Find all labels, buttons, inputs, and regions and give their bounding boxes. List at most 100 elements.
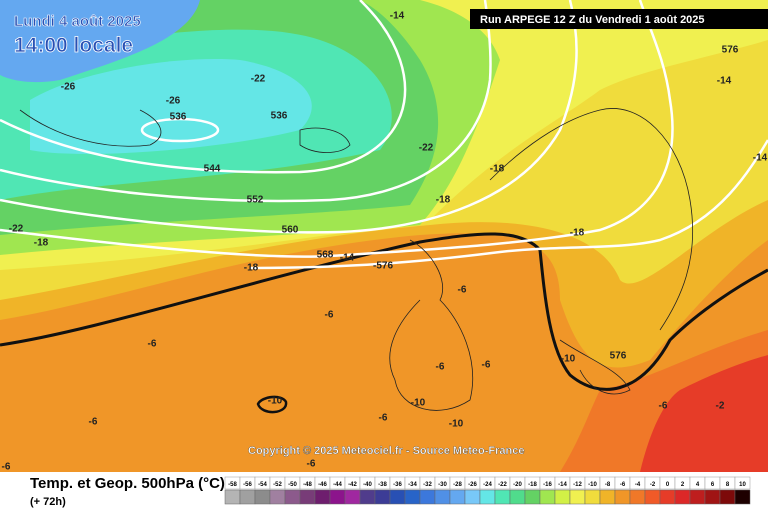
map-label: -18 [244, 263, 259, 274]
map-label: -6 [148, 339, 157, 350]
legend-swatch [629, 489, 646, 505]
legend-label: 10 [739, 482, 746, 488]
legend-label: -56 [243, 482, 252, 488]
legend-swatch [614, 489, 631, 505]
color-legend: -58 -56 -54 -52 -50 -48 -46 -44 -42 -40 -38 -36 -34-… [224, 476, 751, 505]
map-label: -22 [419, 143, 434, 154]
coast-scandinavia [489, 108, 694, 331]
contour-544 [0, 0, 407, 174]
legend-label: -22 [498, 482, 507, 488]
time-label: 14:00 locale [14, 34, 133, 57]
geopotential-contours [0, 0, 768, 270]
legend-label: -48 [303, 482, 312, 488]
legend-label: -58 [228, 482, 237, 488]
legend-label: -46 [318, 482, 327, 488]
legend-label: -36 [393, 482, 402, 488]
map-label: -14 [340, 253, 355, 264]
legend-swatch [464, 489, 481, 505]
map-label: 544 [204, 164, 221, 175]
contour-black [0, 232, 768, 391]
legend-label: -10 [588, 482, 597, 488]
legend-label: -4 [635, 482, 641, 488]
legend-swatch [479, 489, 496, 505]
map-label: 536 [271, 111, 288, 122]
legend-swatch [704, 489, 721, 505]
legend-label: -6 [620, 482, 626, 488]
legend-swatch [419, 489, 436, 505]
map-label: -6 [325, 310, 334, 321]
map-label: -10 [268, 396, 283, 407]
map-label: -6 [2, 462, 11, 473]
legend-label: -2 [650, 482, 656, 488]
legend-swatch [689, 489, 706, 505]
legend-swatch [524, 489, 541, 505]
map-label: 568 [317, 250, 334, 261]
legend-swatch [284, 489, 301, 505]
legend-swatch [644, 489, 661, 505]
map-label: 576 [722, 45, 739, 56]
legend-label: -16 [543, 482, 552, 488]
zone-cyan [30, 59, 312, 154]
legend-label: -54 [258, 482, 267, 488]
legend-swatch [224, 489, 241, 505]
legend-label: -12 [573, 482, 582, 488]
legend-label: -26 [468, 482, 477, 488]
map-label: 576 [610, 351, 627, 362]
map-label: -6 [307, 459, 316, 470]
map-label: -14 [717, 76, 732, 87]
legend-swatch [314, 489, 331, 505]
map-label: -2 [716, 401, 725, 412]
legend-label: 4 [696, 482, 700, 488]
contour-536 [140, 117, 220, 143]
coast-balkans [559, 339, 631, 395]
legend-label: -38 [378, 482, 387, 488]
copyright: Copyright © 2025 Meteociel.fr - Source M… [248, 445, 524, 457]
map-label: -26 [61, 82, 76, 93]
map-label: 536 [170, 112, 187, 123]
footer-lead: (+ 72h) [30, 496, 66, 508]
map-label: 560 [282, 225, 299, 236]
legend-label: -50 [288, 482, 297, 488]
legend-label: -40 [363, 482, 372, 488]
legend-swatch [239, 489, 256, 505]
legend-label: -32 [423, 482, 432, 488]
legend-swatch [599, 489, 616, 505]
legend-swatch [389, 489, 406, 505]
legend-label: -42 [348, 482, 357, 488]
map-label: 552 [247, 195, 264, 206]
legend-label: 0 [666, 482, 670, 488]
legend-swatch [344, 489, 361, 505]
legend-swatch [554, 489, 571, 505]
legend-label: -24 [483, 482, 492, 488]
legend-label: 2 [681, 482, 685, 488]
legend-label-cell [734, 476, 751, 490]
contour-560 [0, 0, 578, 234]
coastlines [19, 108, 694, 411]
map-label: -22 [251, 74, 266, 85]
legend-swatch [659, 489, 676, 505]
contour-black-small [256, 395, 288, 414]
legend-swatch [569, 489, 586, 505]
legend-label: 8 [726, 482, 730, 488]
legend-swatch [449, 489, 466, 505]
map-label: -10 [411, 398, 426, 409]
legend-label: -34 [408, 482, 417, 488]
map-label: -18 [436, 195, 451, 206]
legend-swatch [434, 489, 451, 505]
footer-title: Temp. et Geop. 500hPa (°C) [30, 475, 225, 492]
legend-swatch [509, 489, 526, 505]
legend-swatch [254, 489, 271, 505]
legend-swatch [269, 489, 286, 505]
legend-label: -20 [513, 482, 522, 488]
legend-swatch [719, 489, 736, 505]
map-label: -18 [570, 228, 585, 239]
map-label: -10 [561, 354, 576, 365]
map-label: -10 [449, 419, 464, 430]
run-box [470, 9, 768, 29]
run-label: Run ARPEGE 12 Z du Vendredi 1 août 2025 [480, 14, 705, 26]
legend-label: -30 [438, 482, 447, 488]
legend-swatch [674, 489, 691, 505]
legend-label: -8 [605, 482, 611, 488]
legend-swatch [374, 489, 391, 505]
